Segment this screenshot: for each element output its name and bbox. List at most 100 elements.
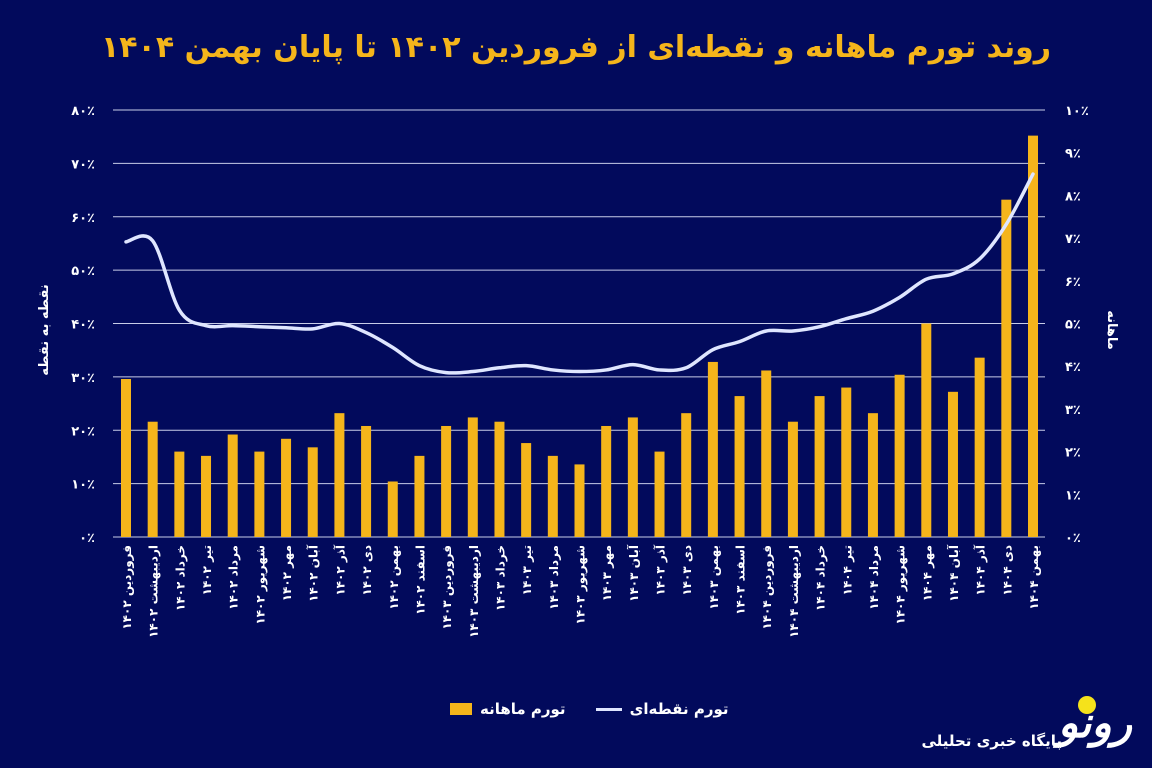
bar-24 xyxy=(734,396,745,537)
bar-23 xyxy=(707,361,718,537)
bar-5 xyxy=(227,434,238,537)
x-tick-label: تیر ۱۴۰۴ xyxy=(840,545,854,595)
right-tick-label: ۲٪ xyxy=(1065,446,1081,461)
bar-1 xyxy=(121,379,131,537)
x-tick-label: فروردین ۱۴۰۳ xyxy=(440,545,455,630)
bar-11 xyxy=(387,481,398,537)
left-tick-label: ۷۰٪ xyxy=(71,157,95,172)
x-tick-label: دی ۱۴۰۴ xyxy=(1000,545,1014,596)
bar-13 xyxy=(441,425,452,537)
logo: رونو پایگاه خبری تحلیلی xyxy=(832,696,1142,764)
logo-brand: رونو xyxy=(1058,698,1132,747)
logo-dot xyxy=(1078,696,1096,714)
x-tick-label: اردیبهشت ۱۴۰۴ xyxy=(787,545,801,638)
bar-22 xyxy=(681,413,692,537)
left-tick-label: ۱۰٪ xyxy=(71,478,95,493)
x-tick-label: شهریور ۱۴۰۴ xyxy=(894,545,909,625)
right-tick-label: ۶٪ xyxy=(1065,275,1081,290)
bar-18 xyxy=(574,464,585,537)
right-tick-label: ۵٪ xyxy=(1065,318,1081,333)
x-tick-label: فروردین ۱۴۰۴ xyxy=(760,545,775,630)
bar-7 xyxy=(281,438,292,537)
left-tick-label: ۳۰٪ xyxy=(71,371,95,386)
right-tick-label: ۰٪ xyxy=(1065,531,1081,546)
x-tick-label: دی ۱۴۰۲ xyxy=(360,545,374,596)
x-tick-label: مهر ۱۴۰۲ xyxy=(280,545,294,601)
legend-bar: تورم ماهانه xyxy=(450,700,566,718)
bar-30 xyxy=(894,374,905,537)
x-tick-label: خرداد ۱۴۰۳ xyxy=(493,545,507,611)
bar-2 xyxy=(147,421,158,537)
x-tick-label: تیر ۱۴۰۳ xyxy=(520,545,534,595)
x-tick-label: دی ۱۴۰۳ xyxy=(680,545,694,596)
x-tick-label: مهر ۱۴۰۳ xyxy=(600,545,614,601)
x-tick-label: تیر ۱۴۰۲ xyxy=(200,545,214,595)
x-tick-label: خرداد ۱۴۰۴ xyxy=(814,545,828,611)
x-tick-label: اسفند ۱۴۰۳ xyxy=(734,545,748,615)
x-tick-label: آذر ۱۴۰۲ xyxy=(332,544,347,596)
logo-tagline: پایگاه خبری تحلیلی xyxy=(921,732,1062,750)
legend-bar-label: تورم ماهانه xyxy=(480,700,566,718)
bar-3 xyxy=(174,451,185,537)
bar-29 xyxy=(867,413,878,537)
x-tick-label: اردیبهشت ۱۴۰۲ xyxy=(147,545,161,638)
chart-title: روند تورم ماهانه و نقطه‌ای از فروردین ۱۴… xyxy=(100,30,1052,65)
bar-31 xyxy=(921,323,932,537)
x-tick-label: آبان ۱۴۰۲ xyxy=(306,544,321,602)
right-tick-label: ۴٪ xyxy=(1065,360,1081,375)
x-tick-label: بهمن ۱۴۰۲ xyxy=(387,545,401,610)
left-tick-label: ۸۰٪ xyxy=(71,104,95,119)
x-tick-label: آبان ۱۴۰۳ xyxy=(626,544,641,602)
bar-17 xyxy=(547,455,558,537)
x-tick-label: آبان ۱۴۰۴ xyxy=(946,544,961,602)
left-tick-label: ۵۰٪ xyxy=(71,264,95,279)
x-tick-label: اردیبهشت ۱۴۰۳ xyxy=(467,545,481,638)
right-tick-label: ۱٪ xyxy=(1065,488,1081,503)
legend-line-swatch xyxy=(595,707,622,711)
right-tick-label: ۷٪ xyxy=(1065,232,1081,247)
bar-21 xyxy=(654,451,665,537)
bar-14 xyxy=(467,417,478,537)
x-tick-label: بهمن ۱۴۰۳ xyxy=(707,545,721,610)
legend-line-label: تورم نقطه‌ای xyxy=(629,700,729,718)
bar-25 xyxy=(761,370,772,537)
x-tick-label: فروردین ۱۴۰۲ xyxy=(120,545,135,630)
right-tick-label: ۱۰٪ xyxy=(1065,104,1089,119)
bar-12 xyxy=(414,455,425,537)
right-axis-label: ماهانه xyxy=(1104,310,1119,350)
bar-6 xyxy=(254,451,265,537)
point-inflation-line xyxy=(124,172,1035,375)
x-tick-label: مهر ۱۴۰۴ xyxy=(920,545,934,601)
left-axis-label: نقطه به نقطه xyxy=(37,284,52,375)
bar-32 xyxy=(947,391,958,537)
x-tick-label: شهریور ۱۴۰۲ xyxy=(253,545,268,625)
bar-33 xyxy=(974,357,985,537)
x-tick-label: مرداد ۱۴۰۲ xyxy=(227,545,241,610)
x-tick-label: مرداد ۱۴۰۴ xyxy=(867,545,881,610)
x-tick-label: مرداد ۱۴۰۳ xyxy=(547,545,561,610)
left-tick-label: ۴۰٪ xyxy=(71,318,95,333)
legend-bar-swatch xyxy=(450,703,472,715)
x-tick-label: خرداد ۱۴۰۲ xyxy=(173,545,187,611)
bar-10 xyxy=(361,425,372,537)
bar-9 xyxy=(334,413,345,537)
bar-27 xyxy=(814,396,825,537)
x-tick-label: بهمن ۱۴۰۴ xyxy=(1027,545,1041,610)
bar-35 xyxy=(1028,135,1038,537)
left-tick-label: ۶۰٪ xyxy=(71,211,95,226)
right-tick-label: ۹٪ xyxy=(1065,147,1081,162)
bar-26 xyxy=(787,421,798,537)
bar-28 xyxy=(841,387,852,537)
bar-15 xyxy=(494,421,505,537)
bar-4 xyxy=(201,455,212,537)
legend-line: تورم نقطه‌ای xyxy=(595,700,729,718)
x-tick-label: آذر ۱۴۰۴ xyxy=(973,544,988,596)
x-tick-label: آذر ۱۴۰۳ xyxy=(653,544,668,596)
right-tick-label: ۳٪ xyxy=(1065,403,1081,418)
right-tick-label: ۸٪ xyxy=(1065,189,1081,204)
bar-20 xyxy=(627,417,638,537)
x-tick-label: اسفند ۱۴۰۲ xyxy=(413,545,427,615)
bar-8 xyxy=(307,447,318,537)
left-tick-label: ۰٪ xyxy=(79,531,95,546)
